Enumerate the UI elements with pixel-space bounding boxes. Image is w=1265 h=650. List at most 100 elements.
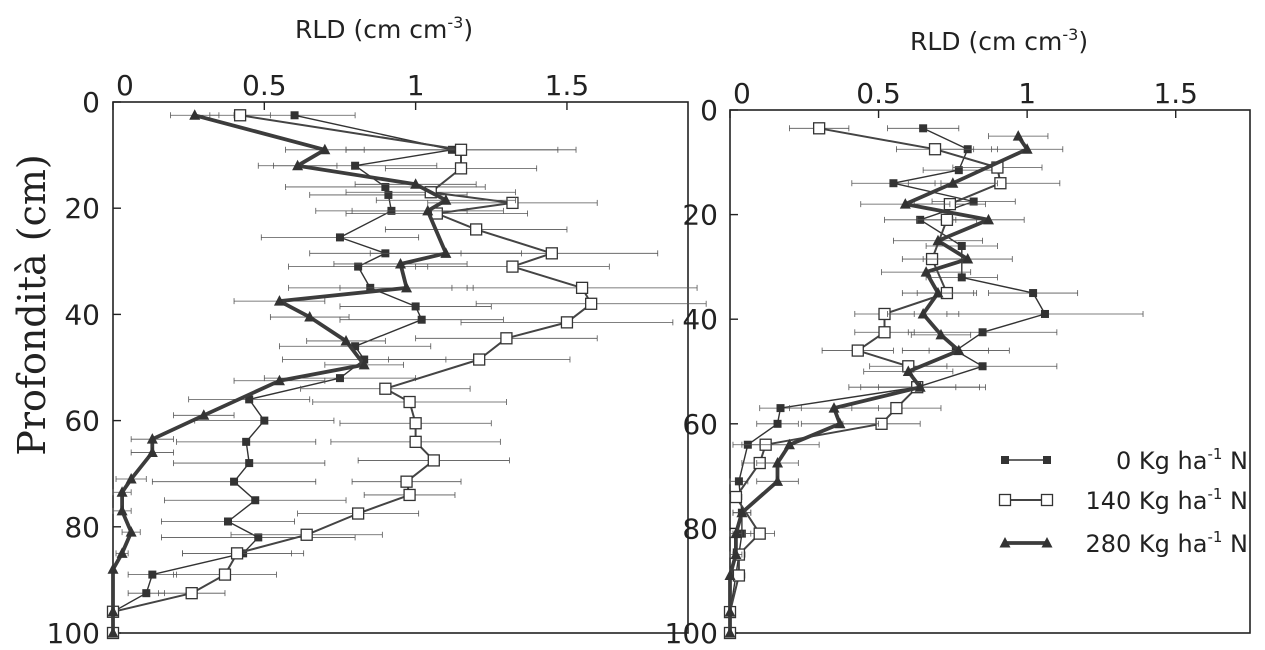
data-point: [384, 190, 393, 199]
data-point: [233, 109, 247, 122]
data-point: [335, 374, 344, 383]
right-series-1: [726, 124, 1144, 637]
left-y-tick-label: 100: [47, 617, 100, 650]
left-panel: RLD (cm cm-3) 0 0.5 1 1.5 0 20 40 60 80 100: [47, 13, 707, 650]
y-axis-label: Profondità (cm): [10, 154, 54, 455]
data-point: [230, 477, 239, 486]
data-point: [218, 568, 232, 581]
data-point: [454, 143, 468, 156]
data-point: [935, 328, 947, 340]
data-point: [732, 569, 746, 582]
series-line: [112, 114, 593, 633]
data-point: [340, 334, 352, 346]
data-point: [116, 504, 128, 516]
legend-item: 0 Kg ha-1 N: [1001, 445, 1248, 475]
data-point: [409, 435, 422, 448]
legend-marker-end: [1043, 456, 1051, 464]
data-point: [422, 204, 434, 216]
data-point: [403, 488, 416, 502]
data-point: [506, 196, 519, 210]
right-y-tick-label: 60: [682, 408, 718, 441]
data-point: [560, 316, 574, 329]
data-point: [828, 402, 840, 413]
left-x-tick-label: 1: [407, 69, 425, 102]
legend-marker-start: [998, 493, 1012, 507]
data-point: [783, 438, 795, 450]
data-point: [427, 454, 440, 467]
data-point: [834, 417, 846, 429]
data-point: [409, 417, 422, 430]
data-point: [575, 281, 589, 295]
data-point: [300, 528, 313, 541]
data-point: [878, 326, 891, 339]
legend-marker-start: [999, 537, 1011, 548]
data-point: [940, 213, 954, 226]
data-point: [185, 587, 198, 600]
data-point: [506, 260, 519, 273]
right-x-tick-label: 1: [1018, 77, 1036, 110]
y-axis-title: Profondità (cm): [10, 154, 54, 455]
data-point: [899, 198, 911, 209]
data-point: [351, 161, 360, 170]
right-x-tick-label: 0: [733, 77, 751, 110]
data-point: [395, 257, 406, 269]
left-series-3: [107, 109, 522, 638]
data-point: [230, 547, 244, 560]
data-point: [401, 281, 413, 293]
data-point: [969, 197, 978, 206]
data-point: [242, 437, 251, 446]
data-point: [890, 401, 903, 415]
data-point: [928, 143, 942, 156]
data-point: [304, 311, 316, 322]
data-point: [146, 433, 158, 444]
data-point: [776, 404, 785, 413]
data-point: [198, 409, 210, 420]
right-y-tick-label: 0: [700, 94, 718, 127]
data-point: [953, 344, 965, 356]
data-point: [724, 606, 736, 617]
legend-marker-end: [1041, 537, 1053, 548]
legend: 0 Kg ha-1 N 140 Kg ha-1 N 280 Kg ha-1 N: [998, 445, 1248, 558]
data-point: [125, 473, 137, 484]
data-point: [358, 358, 370, 370]
right-series-2: [723, 122, 1061, 640]
data-point: [851, 344, 864, 357]
data-point: [254, 533, 263, 542]
data-point: [1040, 309, 1049, 318]
data-point: [379, 382, 392, 395]
data-point: [245, 459, 254, 468]
data-point: [730, 527, 742, 539]
right-y-tick-label: 80: [682, 512, 718, 545]
data-point: [403, 395, 416, 409]
left-x-tick-label: 0: [116, 69, 134, 102]
data-point: [273, 295, 285, 306]
data-point: [411, 302, 420, 311]
data-point: [1012, 130, 1024, 141]
data-point: [351, 507, 365, 520]
data-point: [920, 266, 932, 277]
right-x-tick-label: 0.5: [856, 77, 901, 110]
data-point: [957, 273, 966, 282]
data-point: [400, 475, 413, 488]
data-point: [125, 526, 137, 537]
left-y-tick-label: 0: [82, 86, 100, 119]
left-y-tick-label: 40: [64, 298, 100, 331]
data-point: [224, 517, 232, 526]
data-point: [417, 315, 426, 324]
data-point: [273, 374, 285, 386]
right-panel: RLD (cm cm-3) 0 0.5 1 1.5 0 20 40 60 80 100: [665, 25, 1251, 650]
data-point: [772, 475, 784, 486]
data-point: [146, 446, 158, 457]
right-plot-frame: [729, 109, 1251, 634]
data-point: [773, 419, 782, 428]
left-x-tick-label: 0.5: [242, 69, 287, 102]
right-x-tick-label: 1.5: [1153, 77, 1198, 110]
data-point: [978, 362, 987, 371]
data-point: [116, 486, 128, 497]
data-point: [500, 332, 513, 345]
right-y-tick-label: 40: [682, 303, 718, 336]
data-point: [381, 182, 390, 191]
right-series-3: [724, 130, 1064, 638]
left-x-tick-label: 1.5: [545, 69, 590, 102]
data-point: [753, 527, 766, 540]
